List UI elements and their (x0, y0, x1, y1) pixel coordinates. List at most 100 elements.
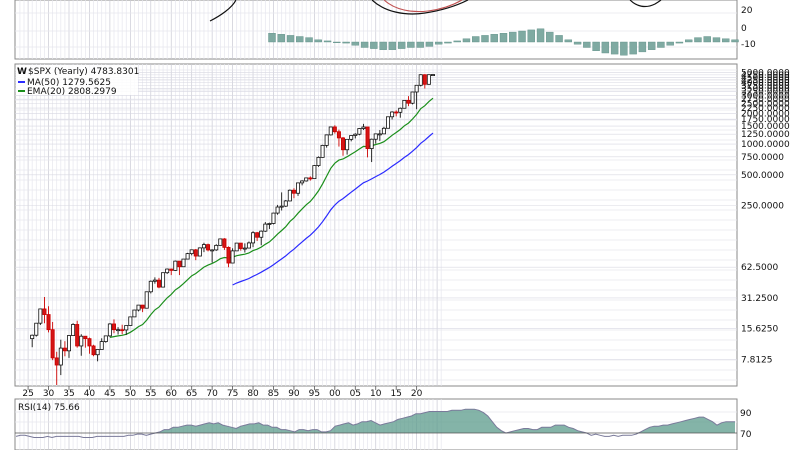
candle (156, 277, 161, 289)
price-ytick-label: 3500.0000 (741, 84, 790, 94)
candle-body (390, 111, 395, 118)
xtick-label: 35 (63, 389, 74, 399)
macd-histogram-bar (499, 33, 508, 43)
candle (95, 349, 100, 362)
macd-histogram-bar (444, 41, 452, 44)
macd-histogram-bar (351, 41, 360, 46)
candle (251, 231, 256, 248)
xtick-label: 95 (309, 389, 320, 399)
candle (107, 323, 112, 337)
candle (422, 74, 427, 89)
candle (410, 91, 415, 105)
xtick-label: 90 (288, 389, 300, 399)
xtick-label: 85 (268, 389, 279, 399)
candle-body (66, 335, 71, 352)
candle-body (246, 242, 251, 249)
candle (54, 351, 59, 385)
candle (197, 247, 202, 257)
price-ytick-label: 250.0000 (741, 202, 784, 212)
macd-line-left (209, 0, 237, 22)
macd-histogram-bar (620, 41, 628, 56)
xtick-label: 75 (227, 389, 238, 399)
candle (103, 335, 108, 343)
candle-body (173, 260, 178, 271)
candle (255, 231, 260, 241)
macd-histogram-bar (472, 36, 480, 43)
price-ytick-label: 1500.0000 (741, 122, 790, 132)
candle-body (99, 341, 104, 350)
xtick-label: 25 (22, 389, 33, 399)
xtick-label: 70 (206, 389, 218, 399)
xtick-label: 60 (166, 389, 178, 399)
candle (353, 133, 358, 139)
candle (357, 128, 362, 136)
candle-body (324, 134, 329, 146)
candle-body (357, 128, 362, 135)
candle-body (124, 325, 129, 331)
candle-body (193, 249, 198, 257)
macd-histogram-bar (610, 41, 619, 55)
xtick-label: 45 (104, 389, 115, 399)
candle-body (316, 156, 321, 166)
candle-body (152, 279, 157, 282)
macd-line-mid (371, 0, 469, 15)
candle (120, 324, 125, 335)
candle (42, 297, 47, 324)
candle-body (144, 291, 149, 309)
candle (218, 238, 223, 246)
candle (390, 111, 395, 120)
price-ytick-label: 3000.0000 (741, 91, 790, 101)
candle (361, 123, 366, 130)
price-ytick-label: 500.0000 (741, 171, 784, 181)
macd-histogram-bar (703, 36, 711, 43)
candle (169, 268, 174, 276)
candle (238, 242, 243, 251)
price-panel: 7.8125 15.6250 31.2500 62.5000 250.0000 500.0… (14, 63, 790, 399)
macd-histogram-bar (546, 31, 554, 43)
candle-body (255, 232, 260, 238)
candle (234, 242, 239, 252)
price-ytick-label: 2500.0000 (741, 99, 790, 109)
macd-histogram-bar (666, 41, 674, 46)
candle-body (238, 242, 243, 249)
macd-histogram-bar (370, 41, 378, 49)
candle (161, 272, 166, 288)
xtick-label: 80 (247, 389, 259, 399)
candle-body (234, 242, 239, 252)
candle-body (430, 74, 435, 76)
candle (71, 323, 76, 336)
macd-histogram-bar (601, 41, 610, 54)
candle-body (185, 253, 190, 260)
macd-histogram-bar (360, 41, 369, 48)
candle-body (426, 74, 431, 85)
candle (328, 126, 333, 136)
candle (91, 344, 96, 357)
candle (185, 252, 190, 260)
candle-body (369, 138, 374, 149)
candle (406, 96, 411, 107)
candle (181, 258, 186, 268)
candle-body (62, 347, 67, 352)
candle (312, 165, 317, 180)
candle (193, 248, 198, 261)
macd-histogram-bar (536, 28, 545, 43)
candle (165, 268, 170, 274)
chart-title-icon: W (17, 67, 27, 77)
candle (291, 188, 296, 199)
candle-body (54, 357, 59, 366)
macd-histogram-bar (731, 39, 739, 43)
candle-body (402, 99, 407, 109)
candle (271, 212, 276, 225)
price-ytick-label: 15.6250 (741, 325, 778, 335)
rsi-title: RSI(14) 75.66 (18, 403, 80, 413)
candle-body (349, 135, 354, 140)
candle-body (300, 180, 305, 184)
candle (116, 327, 121, 335)
candle (414, 84, 419, 110)
price-ytick-label: 4750.0000 (741, 71, 790, 81)
candle-body (259, 230, 264, 238)
candle (148, 280, 153, 294)
price-ytick-label: 4250.0000 (741, 76, 790, 86)
candle (214, 244, 219, 251)
candle-body (312, 165, 317, 180)
